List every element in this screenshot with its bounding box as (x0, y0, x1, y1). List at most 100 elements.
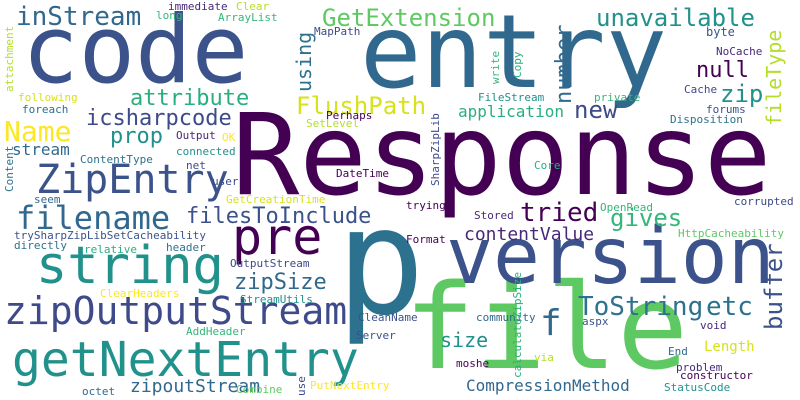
word-moshe: moshe (456, 357, 490, 370)
word-cache: Cache (684, 83, 718, 96)
word-void: void (700, 319, 727, 332)
word-string: string (36, 236, 224, 296)
word-following: following (18, 91, 78, 104)
word-cleanname: CleanName (358, 311, 418, 324)
word-flushpath: FlushPath (296, 92, 427, 120)
word-byte: byte (706, 25, 735, 39)
word-filestream: FileStream (478, 91, 545, 104)
word-combine: Combine (236, 383, 283, 396)
word-immediate: immediate (168, 0, 228, 13)
word-filestoinclude: filesToInclude (186, 204, 372, 229)
word-f: f (540, 303, 562, 344)
word-tried: tried (520, 198, 599, 228)
word-pre: pre (232, 208, 323, 266)
word-core: Core (534, 159, 561, 172)
word-filetype: fileType (762, 29, 786, 126)
word-forums: forums (706, 103, 746, 116)
word-trysharpziplibsetcacheability: trySharpZipLibSetCacheability (14, 229, 207, 242)
word-trying: trying (406, 199, 446, 212)
word-getnextentry: getNextEntry (12, 332, 359, 388)
word-addheader: AddHeader (186, 325, 246, 338)
word-zipsize: zipSize (234, 270, 327, 295)
word-perhaps: Perhaps (326, 109, 373, 122)
word-name: Name (4, 115, 72, 148)
word-header: header (166, 241, 206, 254)
word-use: use (295, 376, 308, 396)
word-icsharpcode: icsharpcode (86, 106, 232, 131)
word-clearheaders: ClearHeaders (100, 287, 180, 300)
word-using: using (292, 31, 316, 92)
word-datetime: DateTime (336, 167, 389, 180)
word-contentvalue: contentValue (464, 224, 595, 245)
word-compressionmethod: CompressionMethod (466, 376, 630, 395)
word-filename: filename (16, 199, 171, 237)
word-statuscode: StatusCode (664, 381, 731, 394)
word-directly: directly (14, 239, 67, 252)
word-version: version (446, 212, 775, 302)
word-application: application (458, 102, 564, 121)
word-prop: prop (110, 124, 163, 149)
word-nocache: NoCache (716, 45, 763, 58)
word-disposition: Disposition (670, 113, 743, 126)
word-entry: entry (360, 0, 668, 112)
word-getextension: GetExtension (322, 4, 496, 32)
word-constructor: constructor (680, 369, 753, 382)
word-file: file (404, 258, 689, 396)
word-zipoutputstream: zipOutputStream (4, 289, 348, 333)
word-community: community (476, 311, 536, 324)
word-format: Format (406, 233, 446, 246)
word-net: net (186, 159, 206, 172)
word-length: Length (704, 339, 755, 355)
word-zipoutstream: zipoutStream (130, 376, 261, 397)
word-openread: OpenRead (600, 201, 653, 214)
word-ok: OK (222, 131, 236, 144)
word-tostring: ToString (578, 292, 704, 322)
word-number: number (552, 24, 577, 104)
word-unavailable: unavailable (596, 4, 755, 32)
word-content: Content (3, 145, 16, 192)
word-attribute: attribute (130, 86, 250, 111)
word-new: new (574, 96, 618, 124)
word-sharpziplib: SharpZipLib (429, 113, 442, 186)
word-buffer: buffer (760, 243, 788, 330)
word-relative: relative (84, 243, 137, 256)
word-aspx: aspx (582, 315, 609, 328)
word-calculatezipsize: calculateZipSize (511, 272, 524, 378)
word-seem: seem (34, 193, 61, 206)
word-size: size (440, 328, 489, 352)
word-connected: connected (176, 145, 236, 158)
word-outputstream: OutputStream (230, 257, 310, 270)
word-response: Response (232, 91, 772, 221)
word-private: private (594, 91, 641, 104)
word-clear: Clear (236, 0, 270, 13)
word-end: End (668, 345, 688, 358)
word-zip: zip (720, 80, 764, 108)
word-stream: stream (12, 140, 70, 159)
word-putnextentry: PutNextEntry (310, 379, 390, 392)
word-corrupted: corrupted (734, 195, 794, 208)
word-stored: Stored (474, 209, 514, 222)
word-setlevel: SetLevel (306, 117, 359, 130)
word-instream: inStream (16, 2, 142, 32)
word-contenttype: ContentType (80, 153, 153, 166)
word-long: long (156, 9, 183, 22)
word-user: user (212, 175, 239, 188)
word-arraylist: ArrayList (218, 11, 278, 24)
word-foreach: foreach (22, 103, 69, 116)
word-attachment: attachment (3, 25, 16, 92)
word-gives: gives (610, 204, 683, 232)
word-via: via (534, 351, 554, 364)
word-code: code (22, 0, 249, 105)
word-httpcacheability: HttpCacheability (678, 227, 784, 240)
word-octet: octet (82, 385, 116, 398)
word-problem: problem (676, 361, 723, 374)
word-getcreationtime: GetCreationTime (226, 193, 326, 206)
word-zipentry: ZipEntry (36, 157, 229, 203)
word-null: null (696, 58, 749, 83)
word-server: Server (356, 329, 396, 342)
word-copy: Copy (511, 51, 524, 79)
word-mappath: MapPath (314, 25, 361, 38)
word-p: p (336, 176, 426, 348)
word-streamutils: StreamUtils (240, 293, 313, 306)
